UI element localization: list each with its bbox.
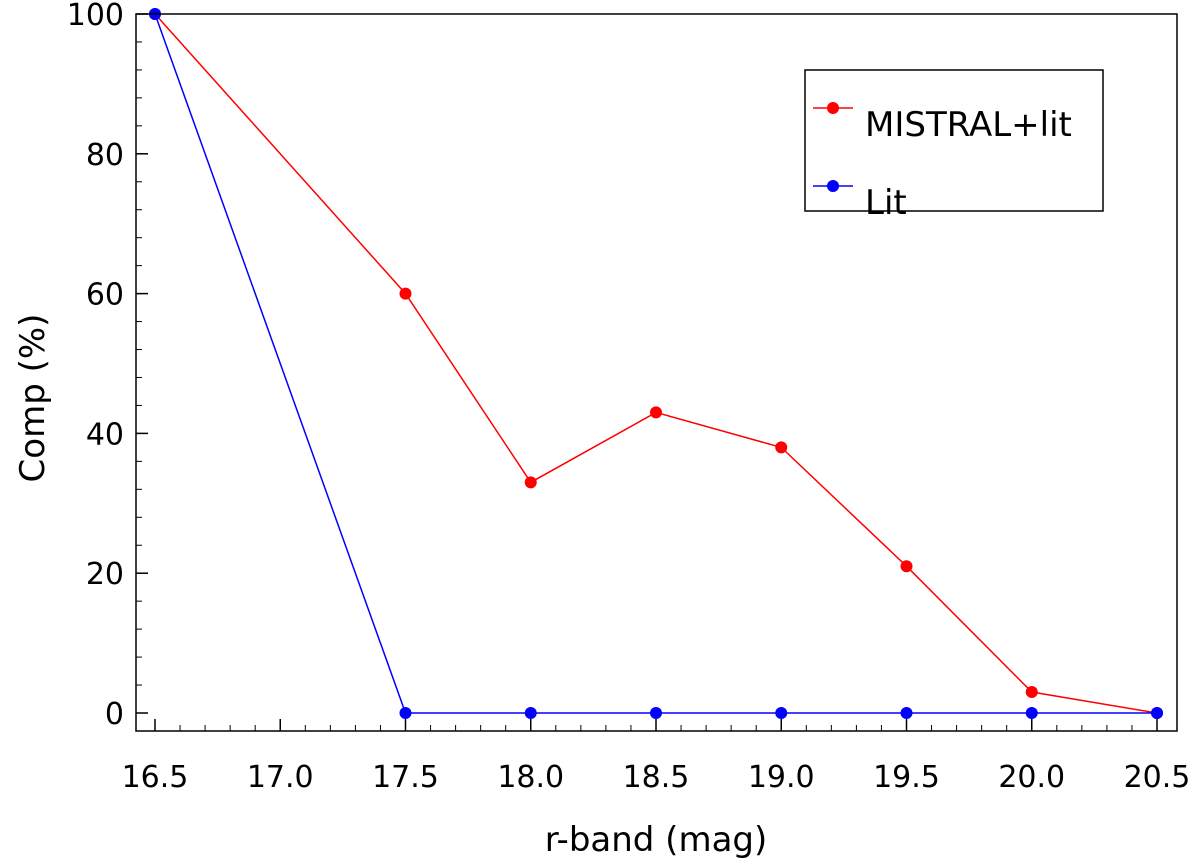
x-tick-labels: 16.5 17.0 17.5 18.0 18.5 19.0 19.5 20.0 20.5	[122, 760, 1191, 795]
plot-frame	[135, 13, 1178, 732]
x-tick-label: 16.5	[122, 760, 189, 795]
y-tick-labels: 0 20 40 60 80 100	[67, 0, 124, 732]
legend: MISTRAL+lit Lit	[804, 69, 1104, 223]
y-tick-label: 40	[86, 417, 124, 452]
series-line-lit	[154, 13, 1157, 714]
data-point-lit	[775, 707, 788, 719]
data-point-mistral-lit	[900, 560, 913, 573]
x-tick-label: 17.0	[247, 760, 314, 795]
y-tick-label: 20	[86, 557, 124, 592]
data-point-mistral-lit	[650, 406, 662, 419]
x-tick-label: 19.5	[873, 760, 940, 795]
data-point-mistral-lit	[775, 441, 788, 454]
y-tick-label: 100	[67, 0, 124, 33]
data-point-mistral-lit	[1025, 686, 1038, 699]
axis-ticks	[136, 13, 1158, 731]
x-axis-title: r-band (mag)	[545, 820, 768, 860]
y-tick-label: 0	[105, 697, 124, 732]
legend-marker-lit	[827, 180, 839, 192]
x-tick-label: 20.0	[998, 760, 1065, 795]
data-point-lit	[399, 707, 412, 719]
data-point-lit	[650, 707, 662, 719]
x-tick-label: 19.0	[748, 760, 815, 795]
legend-marker-mistral-lit	[827, 102, 839, 114]
data-point-lit	[524, 707, 537, 719]
x-tick-label: 17.5	[372, 760, 439, 795]
data-point-lit	[900, 707, 913, 719]
x-tick-label: 20.5	[1124, 760, 1191, 795]
y-axis-title: Comp (%)	[13, 314, 53, 483]
series-line-mistral-lit	[154, 13, 1158, 714]
y-tick-label: 80	[86, 138, 124, 173]
legend-box	[804, 69, 1104, 212]
legend-label-mistral-lit: MISTRAL+lit	[865, 105, 1072, 145]
plot-area	[149, 8, 1163, 719]
legend-label-lit: Lit	[865, 183, 907, 223]
data-point-lit	[1151, 707, 1163, 719]
data-point-lit	[1025, 707, 1038, 719]
y-tick-label: 60	[86, 278, 124, 313]
data-point-mistral-lit	[399, 287, 412, 300]
data-point-mistral-lit	[524, 476, 537, 489]
x-tick-label: 18.0	[497, 760, 564, 795]
x-tick-label: 18.5	[623, 760, 690, 795]
